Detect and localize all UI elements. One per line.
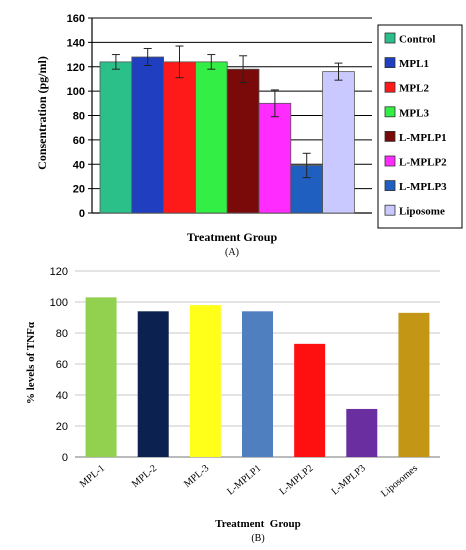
chart-b-bar-l-mplp3 <box>346 408 378 457</box>
chart-a-bar-mpl1 <box>131 56 165 214</box>
chart-a-error-bars <box>111 45 343 179</box>
chart-a-legend-swatch <box>384 155 396 167</box>
chart-a-y-tick-label: 60 <box>73 135 85 147</box>
chart-b-y-tick-label: 60 <box>56 359 68 371</box>
chart-b-bar-mpl-2 <box>137 311 169 457</box>
chart-a-x-axis-label: Treatment Group <box>187 230 278 244</box>
chart-a-legend-swatch <box>384 180 396 192</box>
chart-a-y-tick-label: 140 <box>67 37 85 49</box>
chart-a-panel-label: (A) <box>225 247 239 258</box>
chart-a-legend-swatch <box>384 204 396 216</box>
chart-a-legend-label: Liposome <box>399 206 445 218</box>
chart-a-y-tick-label: 20 <box>73 184 85 196</box>
chart-a-legend-swatch <box>384 130 396 142</box>
chart-a-legend-label: Control <box>399 34 435 46</box>
chart-a-legend-label: L-MPLP1 <box>399 132 447 144</box>
chart-b-x-tick-label: Liposomes <box>379 463 420 500</box>
chart-b-x-axis-label: Treatment Group <box>215 518 301 530</box>
chart-a-y-tick-label: 120 <box>67 62 85 74</box>
chart-b-y-tick-label: 120 <box>50 266 68 278</box>
chart-a-legend-box <box>377 24 463 229</box>
chart-a-y-tick-label: 100 <box>67 86 85 98</box>
chart-a-y-axis-label: Consentration (pg/ml) <box>35 56 49 170</box>
chart-a-legend-swatch <box>384 57 396 68</box>
chart-a-y-ticks: 0 20 40 60 80 100 120 140 160 <box>67 13 85 220</box>
chart-a-legend-swatch <box>384 32 396 44</box>
chart-a-bar-liposome <box>322 71 355 214</box>
chart-b-bars <box>85 297 430 457</box>
chart-b-y-axis-label: % levels of TNFα <box>25 321 37 404</box>
chart-a-legend-label: MPL3 <box>399 107 429 119</box>
chart-b-y-tick-label: 80 <box>56 328 68 340</box>
chart-a-bar-l-mplp2 <box>258 102 292 214</box>
chart-b-y-ticks: 0 20 40 60 80 100 120 <box>50 266 68 464</box>
chart-a: 0 20 40 60 80 100 120 140 160 Control MPL1 MPL2 MPL… <box>35 13 463 258</box>
chart-a-bar-control <box>99 61 133 214</box>
chart-a-y-tick-label: 160 <box>67 13 85 25</box>
chart-a-legend-label: L-MPLP2 <box>399 157 447 169</box>
chart-a-bar-mpl3 <box>194 61 228 214</box>
chart-b-bar-l-mplp1 <box>242 311 273 457</box>
chart-b-x-tick-label: MPL-2 <box>130 463 159 490</box>
chart-b-bar-l-mplp2 <box>294 343 326 457</box>
chart-a-legend-label: MPL2 <box>399 83 429 95</box>
chart-b-y-tick-label: 0 <box>62 452 68 464</box>
chart-a-y-tick-label: 80 <box>73 111 85 123</box>
chart-b-y-tick-label: 100 <box>50 297 68 309</box>
chart-a-y-tick-label: 40 <box>73 159 85 171</box>
chart-b-y-tick-label: 40 <box>56 390 68 402</box>
chart-a-legend-swatch <box>384 81 396 93</box>
chart-a-legend-swatch <box>384 106 396 118</box>
chart-b-panel-label: (B) <box>251 533 264 544</box>
chart-b-bar-mpl-3 <box>189 305 221 457</box>
chart-b: 0 20 40 60 80 100 120 MPL-1 MPL-2 MPL-3 L-MPLP1 L-… <box>25 266 440 544</box>
chart-b-x-tick-label: L-MPLP2 <box>277 463 315 497</box>
chart-b-x-ticks: MPL-1 MPL-2 MPL-3 L-MPLP1 L-MPLP2 L-MPLP3 Lipo… <box>78 463 420 500</box>
chart-b-bar-liposomes <box>398 312 430 457</box>
chart-b-bar-mpl-1 <box>85 297 117 457</box>
chart-a-legend-label: L-MPLP3 <box>399 181 447 193</box>
chart-b-x-tick-label: MPL-3 <box>182 463 211 490</box>
chart-a-bar-l-mplp1 <box>226 68 260 214</box>
chart-b-x-tick-label: L-MPLP1 <box>225 463 263 497</box>
chart-a-bar-mpl2 <box>163 61 196 214</box>
chart-a-y-tick-label: 0 <box>79 208 85 220</box>
chart-a-bars <box>99 56 355 214</box>
chart-a-legend-label: MPL1 <box>399 58 429 70</box>
chart-b-y-tick-label: 20 <box>56 421 68 433</box>
chart-a-legend: Control MPL1 MPL2 MPL3 L-MPLP1 L-MPLP2 L-MPLP3… <box>377 24 463 229</box>
chart-b-x-tick-label: MPL-1 <box>78 463 107 490</box>
chart-b-x-tick-label: L-MPLP3 <box>330 463 368 497</box>
